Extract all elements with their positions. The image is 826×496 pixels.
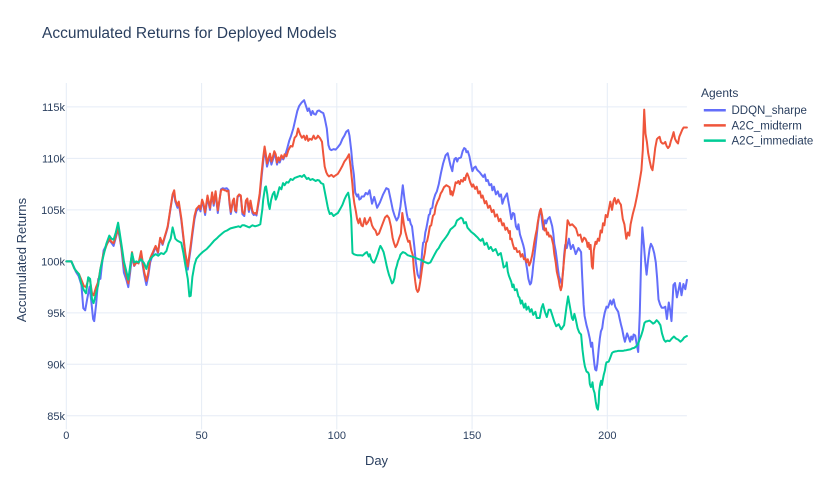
svg-text:200: 200 — [598, 430, 616, 442]
svg-text:90k: 90k — [47, 359, 65, 371]
svg-text:Accumulated Returns for Deploy: Accumulated Returns for Deployed Models — [42, 25, 337, 42]
svg-text:85k: 85k — [47, 411, 65, 423]
svg-text:95k: 95k — [47, 308, 65, 320]
svg-text:A2C_midterm: A2C_midterm — [732, 120, 802, 132]
svg-text:Agents: Agents — [701, 86, 738, 100]
svg-text:DDQN_sharpe: DDQN_sharpe — [732, 105, 807, 117]
svg-text:0: 0 — [63, 430, 69, 442]
svg-text:A2C_immediate: A2C_immediate — [732, 136, 814, 148]
svg-text:Day: Day — [365, 453, 389, 468]
svg-text:110k: 110k — [42, 153, 66, 165]
svg-text:100k: 100k — [41, 256, 65, 268]
svg-text:115k: 115k — [42, 102, 66, 114]
svg-text:50: 50 — [195, 430, 207, 442]
svg-text:100: 100 — [328, 430, 346, 442]
svg-text:105k: 105k — [41, 205, 65, 217]
svg-text:150: 150 — [463, 430, 481, 442]
svg-text:Accumulated Returns: Accumulated Returns — [14, 197, 29, 322]
